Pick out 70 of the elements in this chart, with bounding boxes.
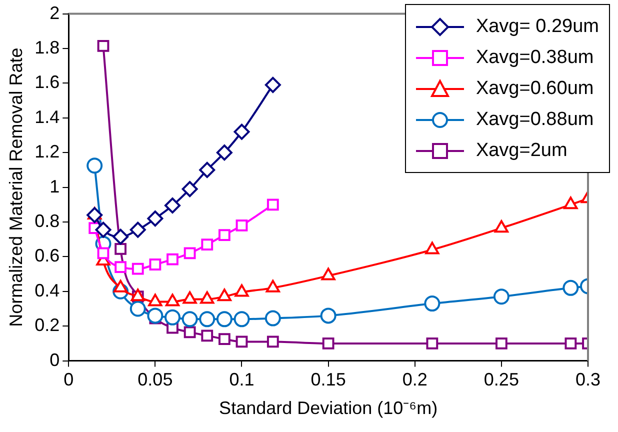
point [322, 338, 334, 350]
point [149, 258, 162, 270]
point [234, 311, 250, 328]
point [264, 76, 281, 93]
point [236, 220, 248, 232]
point [266, 336, 279, 348]
y-tick-label: 0 [50, 350, 60, 370]
point [184, 326, 196, 338]
point [166, 253, 178, 266]
legend-label: Xavg= 0.29um [476, 16, 599, 38]
point [86, 158, 103, 174]
point [130, 300, 146, 317]
point [264, 310, 281, 326]
y-tick-label: 1.4 [34, 106, 60, 127]
point [234, 124, 250, 140]
point [112, 228, 129, 245]
point [130, 222, 146, 238]
point [426, 338, 438, 350]
y-tick-label: 0.4 [34, 280, 60, 300]
point [114, 242, 127, 255]
point [564, 338, 577, 350]
y-tick-label: 1 [50, 176, 60, 196]
point [182, 311, 198, 328]
y-tick-label: 0.2 [34, 315, 60, 336]
point [236, 336, 248, 348]
y-tick-label: 1.8 [34, 37, 60, 58]
y-axis-title: Normalized Material Removal Rate [6, 48, 26, 327]
x-axis-title: Standard Deviation (10⁻⁶m) [219, 398, 438, 418]
point [201, 238, 214, 251]
x-tick-label: 0.3 [575, 370, 601, 390]
point [562, 280, 579, 296]
point [164, 198, 180, 214]
point [493, 288, 510, 305]
point [495, 338, 508, 350]
point [266, 198, 279, 211]
legend-label: Xavg=0.88um [476, 108, 594, 130]
point [147, 210, 164, 227]
point [97, 247, 110, 260]
point [97, 40, 110, 52]
y-tick-label: 1.2 [34, 142, 60, 162]
point [201, 330, 214, 342]
x-tick-label: 0 [64, 370, 74, 390]
point [132, 262, 144, 275]
point [164, 309, 180, 326]
x-tick-label: 0.2 [402, 370, 428, 390]
legend-label: Xavg=0.60um [476, 78, 594, 100]
point [95, 222, 112, 238]
y-tick-label: 0.8 [34, 210, 60, 231]
x-tick-label: 0.15 [310, 370, 346, 390]
x-tick-label: 0.05 [138, 370, 173, 390]
point [147, 308, 164, 324]
point [424, 296, 440, 312]
point [182, 181, 198, 198]
y-tick-label: 1.6 [34, 72, 60, 92]
y-tick-label: 0.6 [34, 246, 60, 266]
point [216, 311, 232, 328]
point [114, 261, 127, 274]
legend-label: Xavg=2um [476, 140, 568, 162]
point [218, 229, 230, 241]
point [218, 333, 230, 346]
x-tick-label: 0.25 [484, 370, 519, 390]
x-tick-label: 0.1 [229, 370, 254, 390]
legend-label: Xavg=0.38um [476, 46, 594, 68]
point [216, 144, 232, 161]
point [199, 311, 216, 328]
point [86, 207, 103, 224]
point [184, 247, 196, 260]
y-tick-label: 2 [50, 2, 60, 23]
point [320, 308, 336, 324]
point [199, 162, 216, 178]
